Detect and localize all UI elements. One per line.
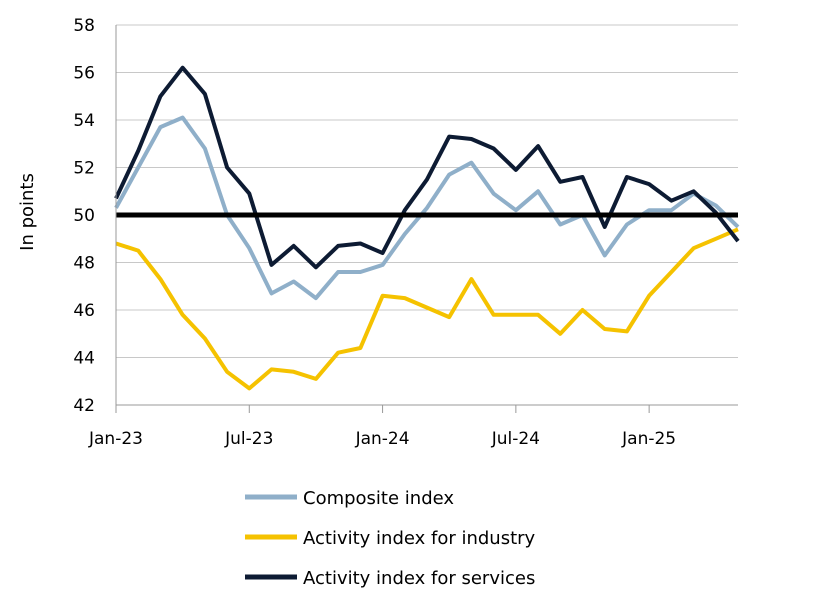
y-tick-label: 44	[73, 349, 95, 369]
y-tick-label: 58	[73, 16, 95, 36]
y-tick-label: 54	[73, 111, 95, 131]
y-tick-label: 56	[73, 64, 95, 84]
x-tick-label: Jul-24	[491, 429, 540, 449]
y-tick-label: 46	[73, 301, 95, 321]
x-tick-label: Jul-23	[224, 429, 273, 449]
y-tick-label: 42	[73, 396, 95, 416]
series-line-3	[114, 65, 740, 270]
series-line-2	[115, 227, 739, 391]
y-tick-label: 48	[73, 254, 95, 274]
y-axis-title: In points	[17, 173, 38, 251]
legend-label: Composite index	[303, 488, 454, 509]
x-tick-label: Jan-24	[355, 429, 410, 449]
x-tick-label: Jan-25	[621, 429, 676, 449]
y-tick-label: 50	[73, 206, 95, 226]
axes: 42 44 46 48 50 52 54 56 58 Jan-23 Jul-23 Jan-24 Jul-…	[73, 16, 738, 449]
y-tick-label: 52	[73, 159, 95, 179]
series-lines	[114, 65, 740, 391]
series-line-1	[114, 115, 740, 301]
legend-label: Activity index for services	[303, 568, 535, 589]
legend: Composite index Activity index for indust…	[245, 488, 536, 589]
x-tick-label: Jan-23	[88, 429, 143, 449]
legend-label: Activity index for industry	[303, 528, 536, 549]
